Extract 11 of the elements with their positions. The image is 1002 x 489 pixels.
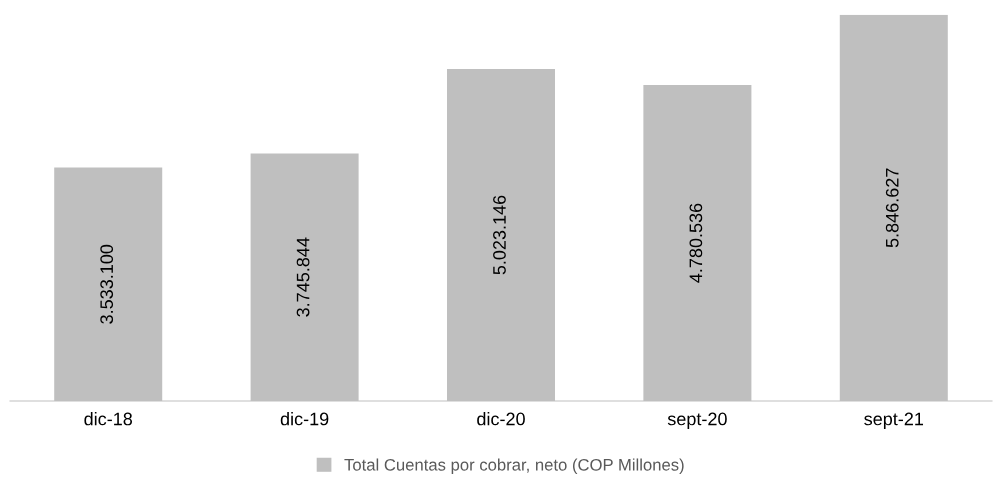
data-label: 3.533.100: [100, 244, 114, 324]
data-label: 3.745.844: [296, 237, 310, 317]
legend-label: Total Cuentas por cobrar, neto (COP Millones): [344, 458, 684, 474]
x-tick-label: dic-18: [84, 412, 133, 426]
x-tick-label: dic-19: [280, 412, 329, 426]
x-tick-label: sept-21: [864, 412, 924, 429]
x-tick-label: sept-20: [667, 412, 727, 429]
x-tick-label: dic-20: [477, 412, 525, 426]
data-label: 5.023.146: [493, 195, 506, 275]
data-label: 5.846.627: [885, 168, 899, 248]
data-label: 4.780.536: [689, 203, 703, 283]
